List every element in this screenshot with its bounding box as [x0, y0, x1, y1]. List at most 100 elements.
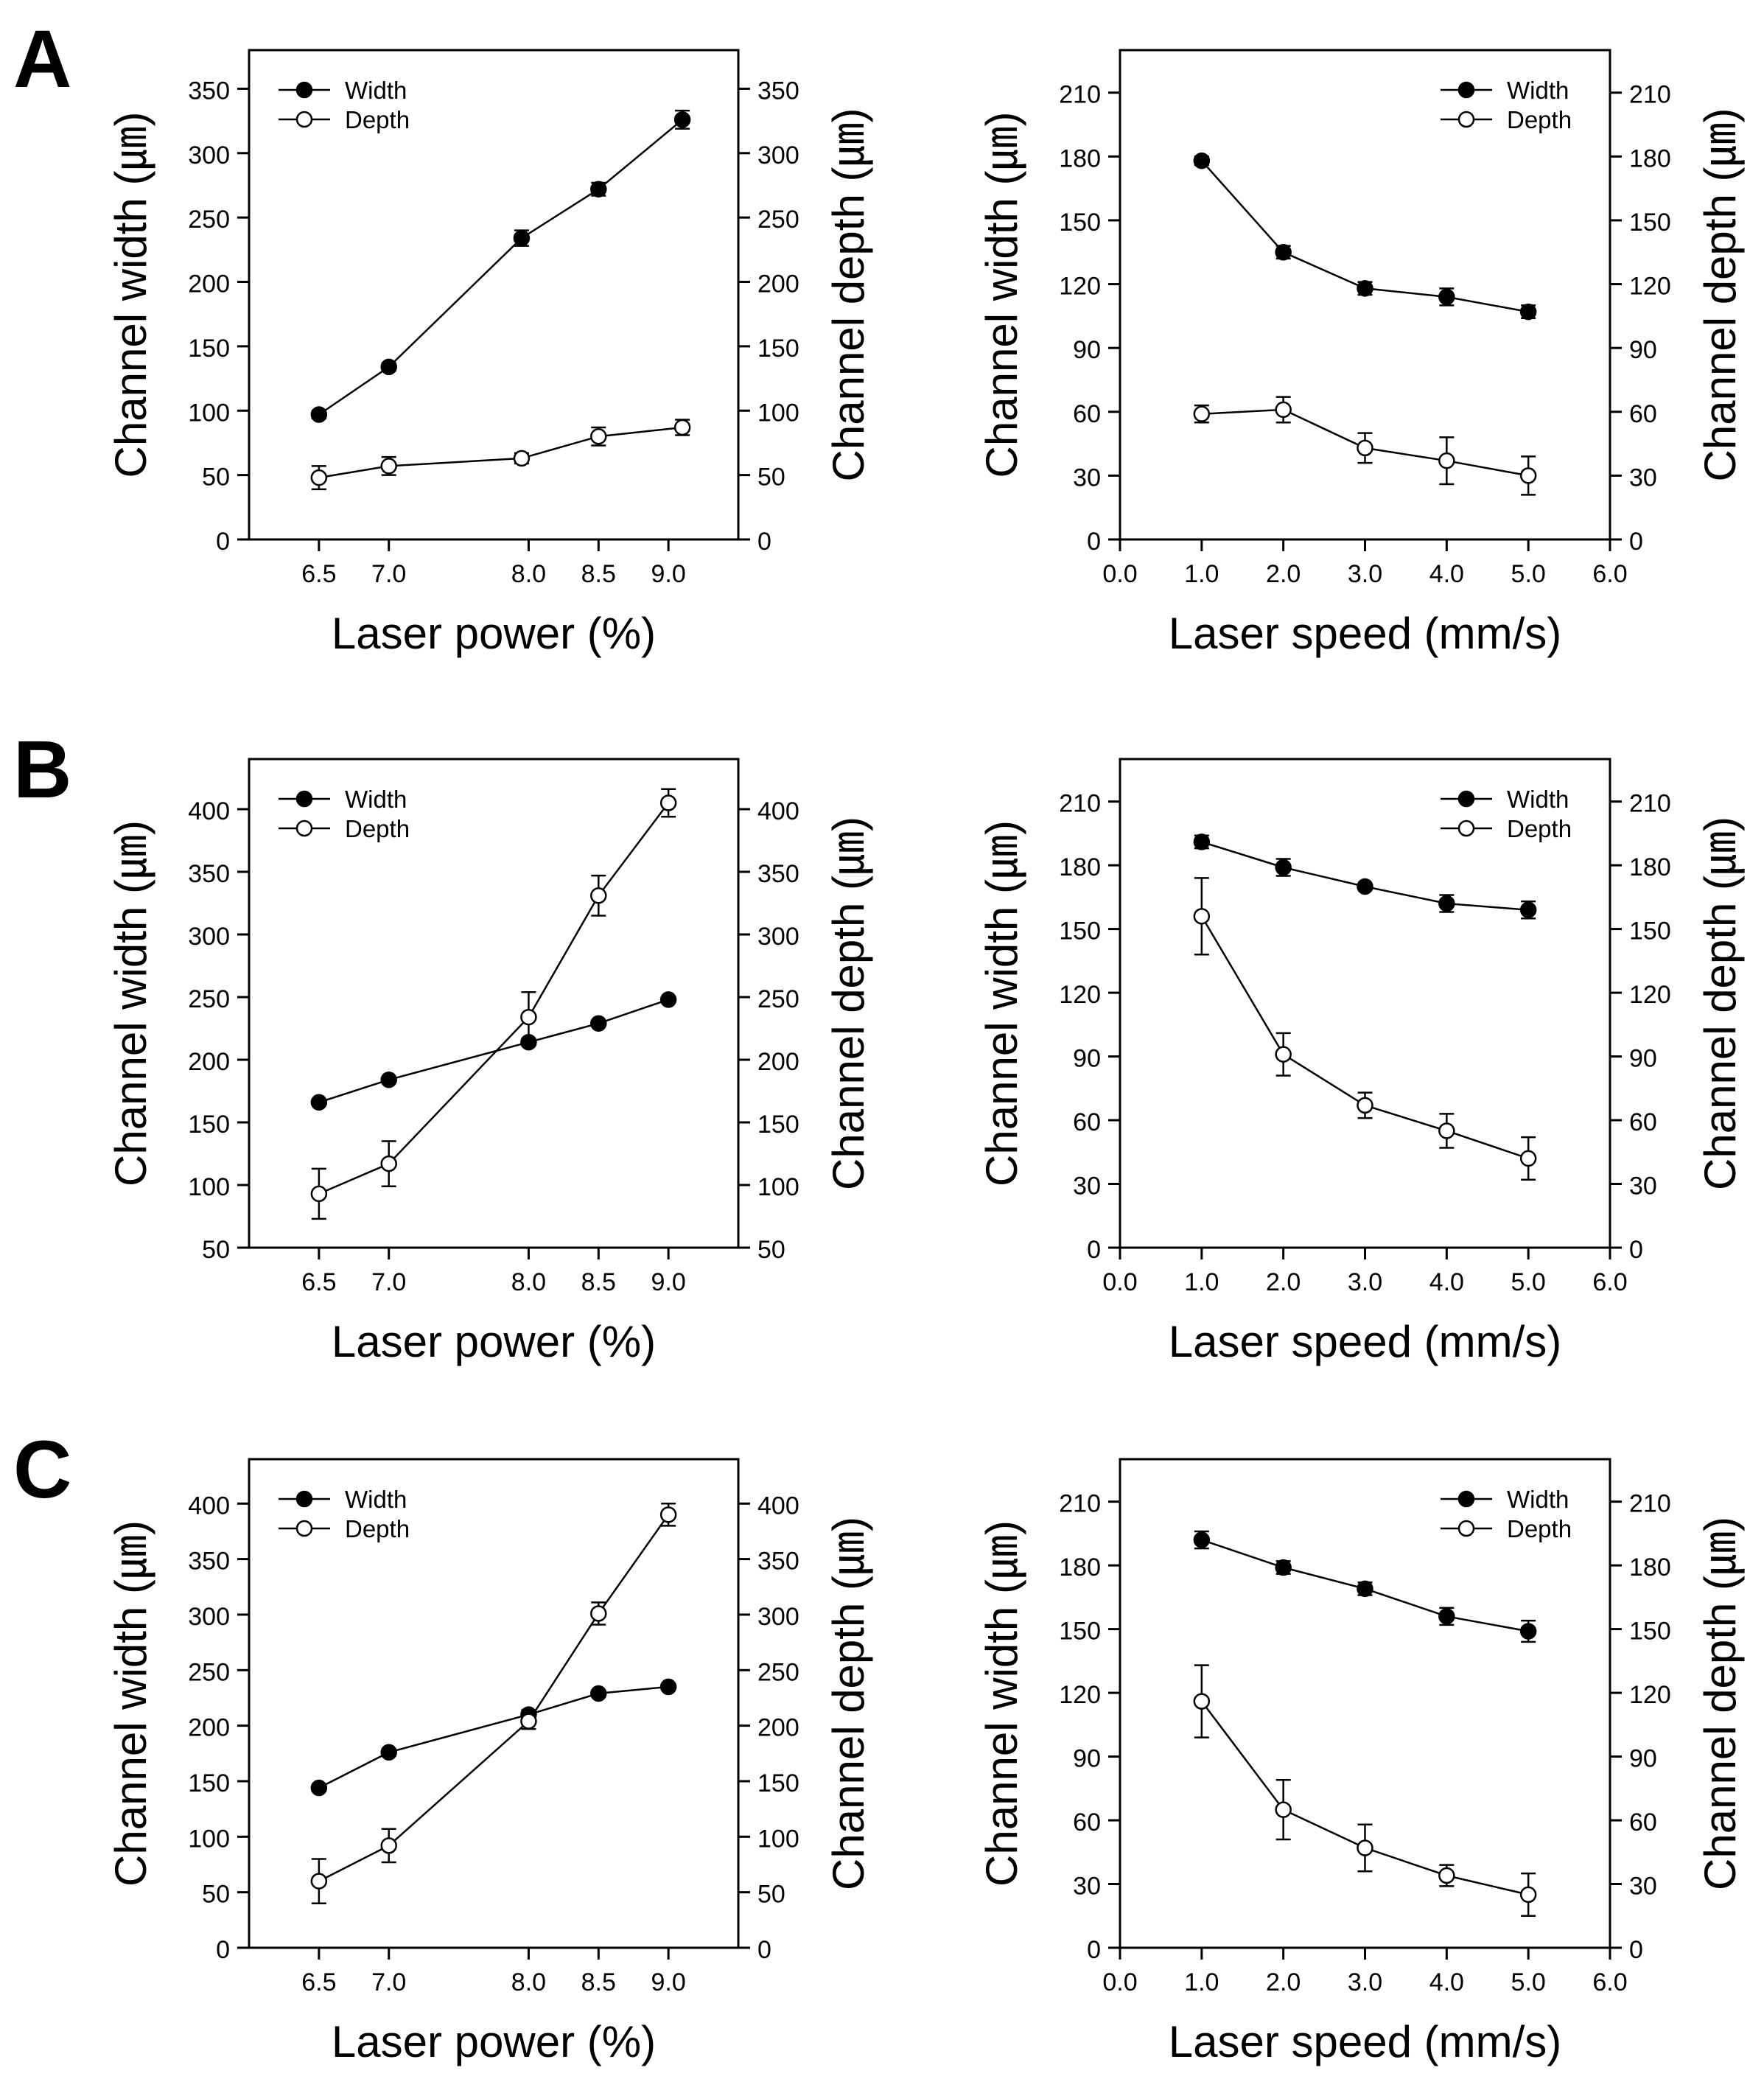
- y-tick-label-left: 120: [1059, 273, 1101, 301]
- y-tick-label-right: 0: [1629, 528, 1643, 556]
- y-axis-title-right: Channel depth (㎛): [824, 108, 873, 482]
- x-tick-label: 1.0: [1184, 560, 1219, 588]
- x-tick-label: 7.0: [371, 1968, 406, 1996]
- x-tick-label: 9.0: [651, 560, 686, 588]
- y-tick-label-right: 210: [1629, 790, 1671, 818]
- y-tick-label-right: 350: [757, 860, 799, 888]
- legend-label-depth: Depth: [345, 815, 410, 842]
- y-tick-label-left: 150: [188, 1769, 230, 1797]
- y-tick-label-right: 400: [757, 797, 799, 825]
- data-point: [1357, 1580, 1373, 1598]
- y-axis-title-right: Channel depth (㎛): [1695, 817, 1745, 1190]
- x-axis-title: Laser speed (mm/s): [1169, 609, 1562, 658]
- y-tick-label-left: 0: [216, 1936, 230, 1964]
- panel-label-b: B: [13, 724, 71, 815]
- y-tick-label-right: 50: [757, 1236, 785, 1264]
- y-tick-label-right: 50: [757, 1881, 785, 1909]
- series-width: [1193, 152, 1537, 321]
- x-axis-title: Laser speed (mm/s): [1169, 2017, 1562, 2066]
- y-tick-label-left: 300: [188, 1603, 230, 1631]
- y-tick-label-left: 60: [1073, 1808, 1101, 1836]
- data-point: [1519, 467, 1537, 484]
- y-axis-title-left: Channel width (㎛): [977, 112, 1026, 478]
- x-tick-label: 8.5: [581, 560, 616, 588]
- y-tick-label-right: 210: [1629, 1490, 1671, 1518]
- y-tick-label-right: 150: [757, 335, 799, 363]
- x-tick-label: 5.0: [1511, 1968, 1546, 1996]
- y-tick-label-left: 150: [188, 1111, 230, 1139]
- y-tick-label-left: 60: [1073, 400, 1101, 428]
- y-tick-label-left: 250: [188, 985, 230, 1013]
- legend-marker: [295, 1490, 313, 1508]
- y-axis-title-right: Channel depth (㎛): [824, 817, 873, 1190]
- charts: 6.5 7.0 8.0 8.5 9.0 0 0 50 50 100 100 150 150 200 200 2…: [106, 49, 1745, 2066]
- y-tick-label-left: 30: [1073, 1873, 1101, 1901]
- x-tick-label: 8.0: [511, 1268, 546, 1296]
- legend-label-depth: Depth: [1507, 1515, 1572, 1542]
- data-point: [1193, 1693, 1211, 1710]
- data-point: [1193, 1531, 1211, 1548]
- x-tick-label: 8.0: [511, 1968, 546, 1996]
- x-tick-label: 0.0: [1102, 560, 1137, 588]
- data-point: [1193, 152, 1211, 169]
- y-tick-label-right: 250: [757, 985, 799, 1013]
- y-tick-label-left: 100: [188, 1825, 230, 1853]
- y-axis-title-right: Channel depth (㎛): [1695, 1517, 1745, 1890]
- legend-marker: [295, 819, 313, 837]
- series-width: [1193, 833, 1537, 920]
- data-point: [1193, 405, 1211, 422]
- legend-marker: [295, 111, 313, 128]
- y-tick-label-left: 0: [1087, 1936, 1101, 1964]
- x-tick-label: 3.0: [1348, 1968, 1382, 1996]
- data-point: [1275, 244, 1292, 261]
- data-point: [380, 1744, 397, 1761]
- y-tick-label-left: 400: [188, 797, 230, 825]
- legend-marker: [1457, 81, 1475, 99]
- series-depth: [1193, 1664, 1537, 1918]
- y-tick-label-left: 180: [1059, 1553, 1101, 1582]
- data-point: [1438, 1122, 1455, 1139]
- chart-C-power: 6.5 7.0 8.0 8.5 9.0 0 0 50 50 100 100 150 150 200 200 2…: [106, 1458, 873, 2066]
- data-point: [590, 1015, 607, 1032]
- x-tick-label: 9.0: [651, 1968, 686, 1996]
- x-axis-title: Laser power (%): [332, 2017, 656, 2066]
- y-tick-label-right: 120: [1629, 1681, 1671, 1709]
- data-point: [1357, 439, 1373, 457]
- panel-label-c: C: [13, 1425, 71, 1515]
- y-tick-label-right: 60: [1629, 1108, 1657, 1136]
- data-point: [310, 1094, 328, 1111]
- x-tick-label: 2.0: [1266, 1268, 1301, 1296]
- y-tick-label-left: 90: [1073, 336, 1101, 364]
- x-tick-label: 1.0: [1184, 1268, 1219, 1296]
- y-tick-label-left: 210: [1059, 790, 1101, 818]
- y-tick-label-right: 120: [1629, 273, 1671, 301]
- y-tick-label-right: 100: [757, 1825, 799, 1853]
- y-tick-label-right: 180: [1629, 853, 1671, 881]
- data-point: [1519, 303, 1537, 321]
- legend-marker: [1457, 790, 1475, 808]
- data-point: [1193, 908, 1211, 925]
- legend-label-depth: Depth: [345, 1515, 410, 1542]
- y-tick-label-right: 60: [1629, 400, 1657, 428]
- data-point: [1438, 288, 1455, 306]
- legend-marker: [1457, 819, 1475, 837]
- y-tick-label-left: 0: [216, 528, 230, 556]
- y-tick-label-left: 300: [188, 141, 230, 169]
- y-tick-label-right: 100: [757, 399, 799, 427]
- data-point: [1193, 833, 1211, 850]
- data-point: [659, 991, 677, 1008]
- y-tick-label-left: 350: [188, 860, 230, 888]
- y-tick-label-right: 300: [757, 1603, 799, 1631]
- y-tick-label-left: 100: [188, 1173, 230, 1201]
- data-point: [380, 1071, 397, 1088]
- x-tick-label: 6.5: [301, 1268, 336, 1296]
- y-tick-label-left: 210: [1059, 1490, 1101, 1518]
- y-tick-label-right: 90: [1629, 336, 1657, 364]
- x-tick-label: 0.0: [1102, 1968, 1137, 1996]
